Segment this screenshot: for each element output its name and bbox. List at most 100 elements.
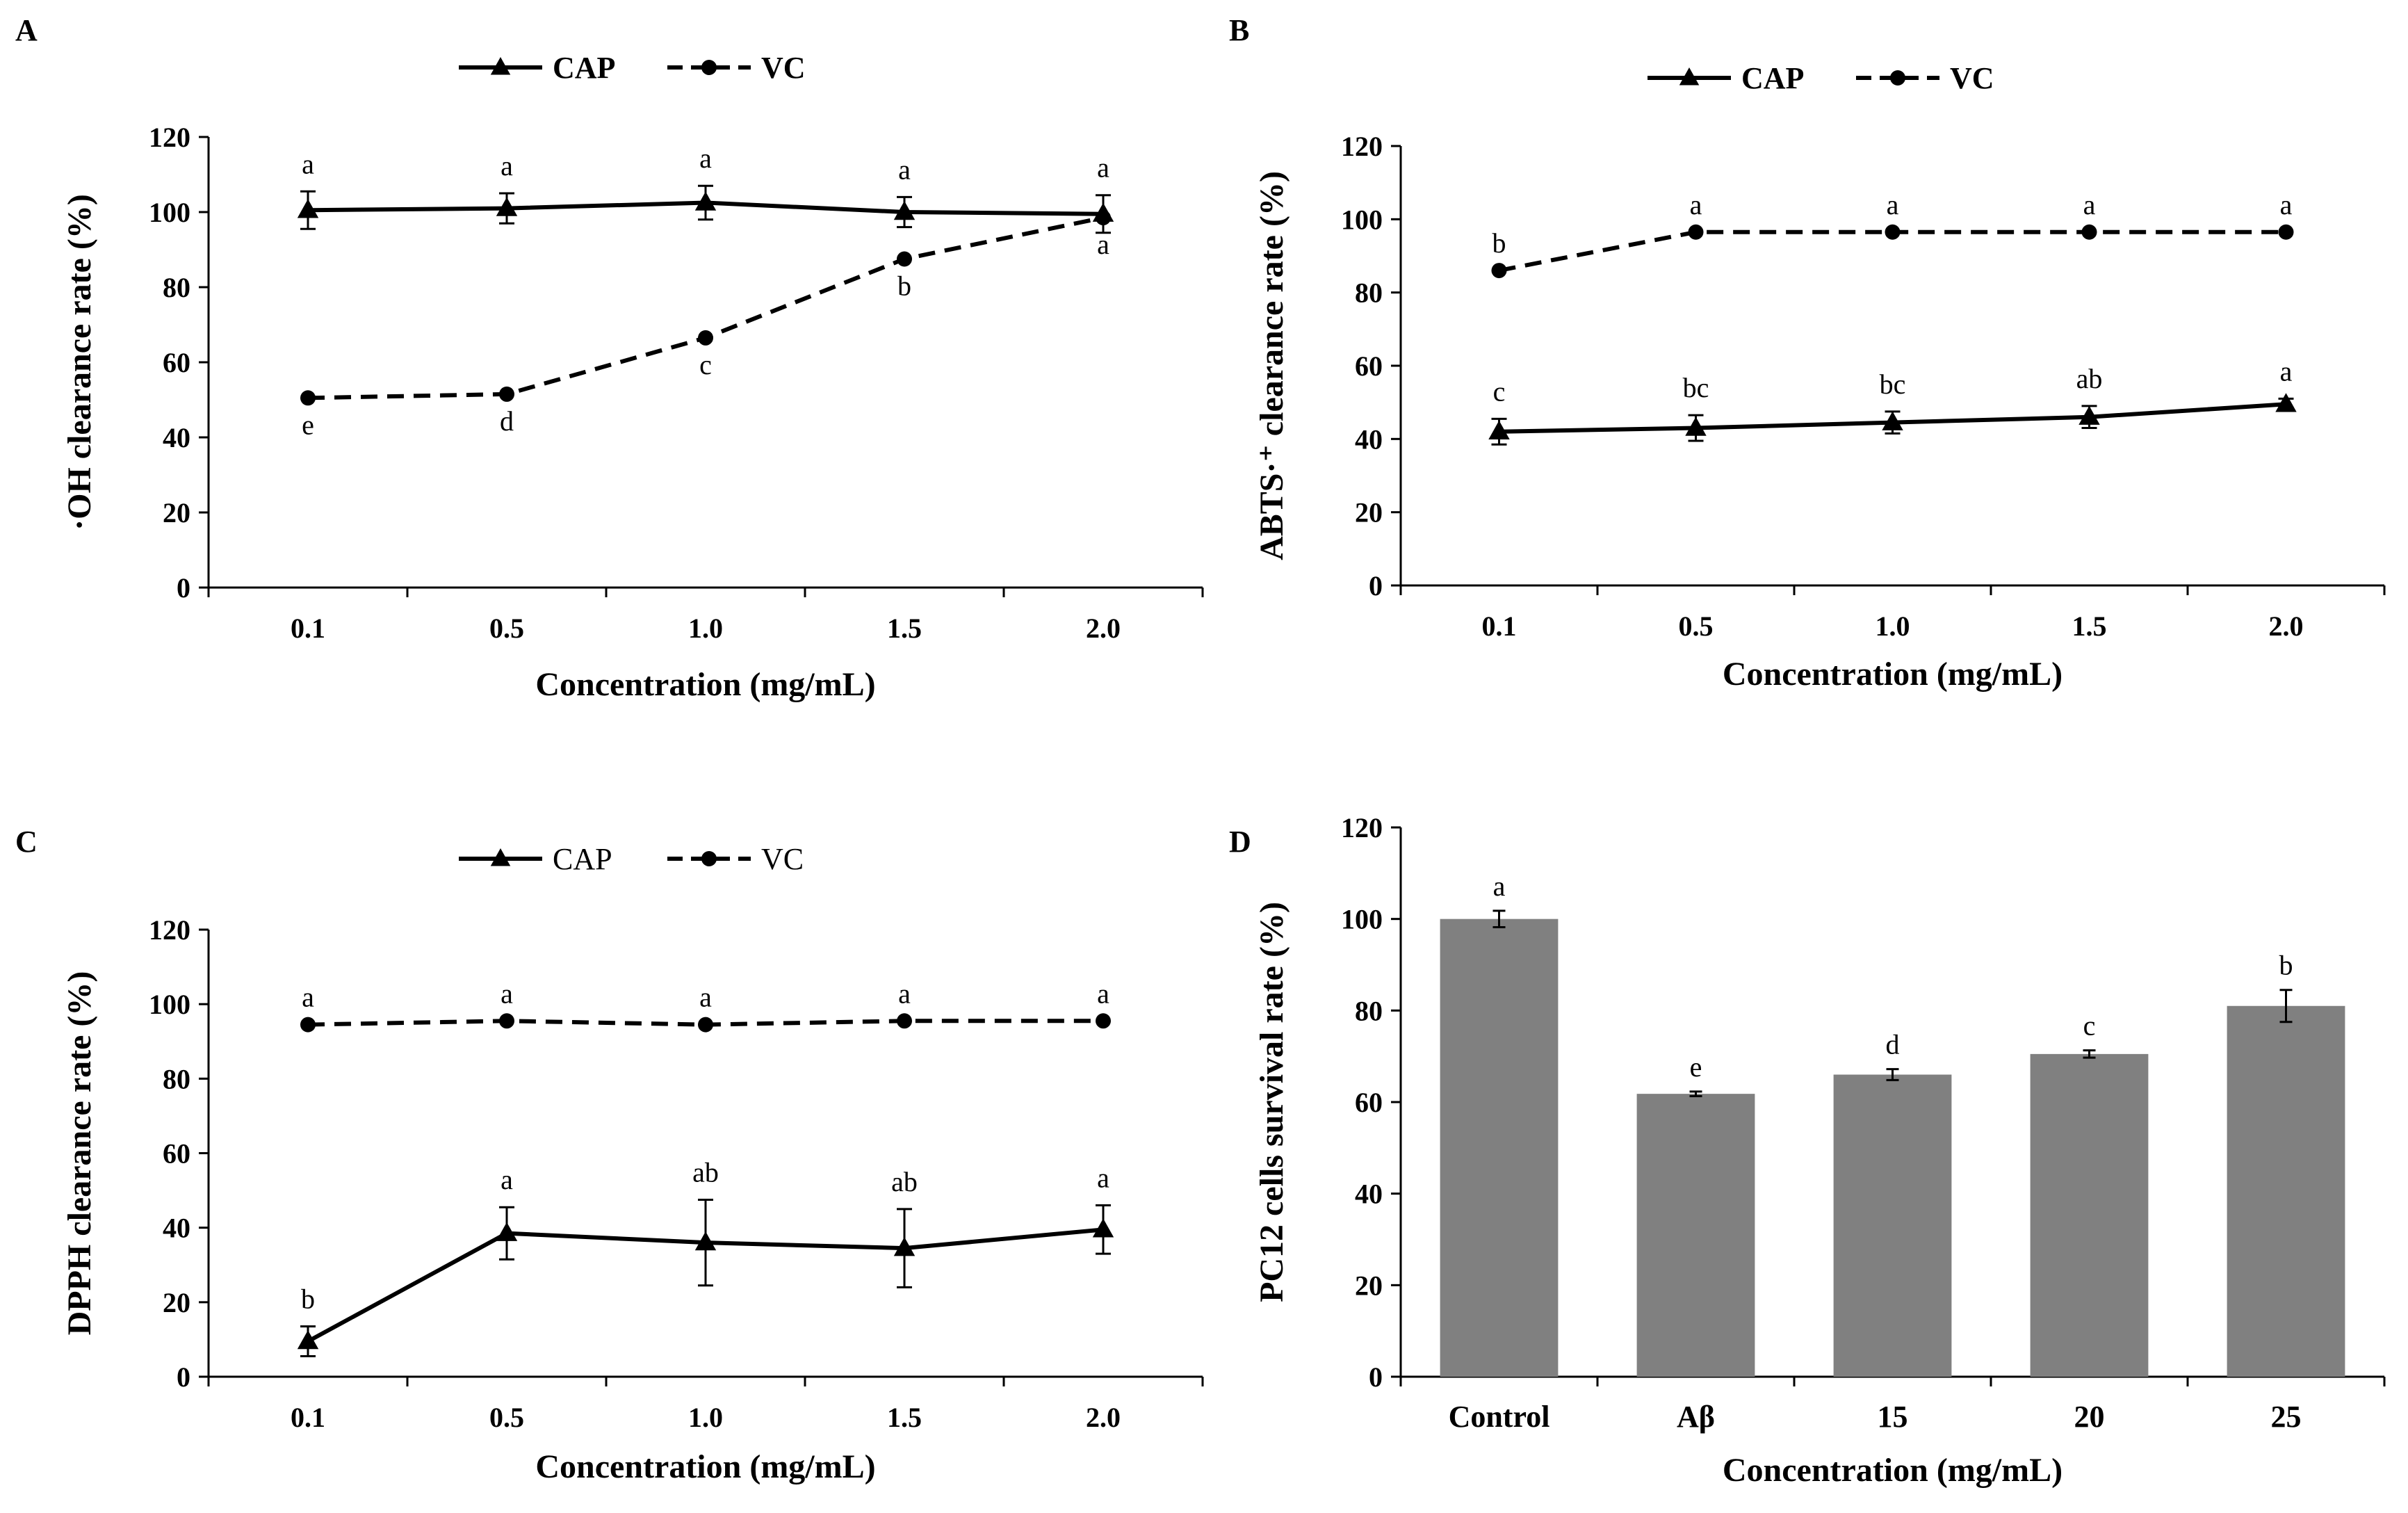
data-point-triangle <box>893 1237 916 1256</box>
data-point-circle <box>499 1013 514 1029</box>
y-tick-label: 80 <box>163 1063 190 1094</box>
x-tick-label: 0.1 <box>1482 610 1517 642</box>
y-tick-label: 0 <box>1369 1361 1383 1393</box>
legend-marker-triangle <box>490 848 511 866</box>
data-point-circle <box>897 1013 912 1029</box>
significance-letter: a <box>501 978 513 1009</box>
y-tick-label: 40 <box>1355 1179 1383 1210</box>
significance-letter: b <box>1492 227 1506 259</box>
significance-letter: a <box>1097 229 1109 260</box>
legend-marker-triangle <box>490 57 511 75</box>
significance-letter: a <box>1493 871 1506 902</box>
x-tick-label: 20 <box>2074 1400 2105 1434</box>
panel-letter-a: A <box>15 13 38 47</box>
data-point-triangle <box>496 1222 518 1241</box>
significance-letter: d <box>500 405 514 437</box>
x-tick-label: 1.0 <box>1876 610 1910 642</box>
legend-marker-circle <box>701 60 717 75</box>
y-tick-label: 20 <box>163 497 190 528</box>
y-tick-label: 0 <box>177 572 190 604</box>
significance-letter: a <box>898 154 911 185</box>
data-point-circle <box>300 1017 316 1033</box>
x-axis-title: Concentration (mg/mL) <box>1723 1452 2063 1489</box>
data-point-circle <box>1096 1013 1111 1029</box>
significance-letter: a <box>1097 978 1109 1009</box>
y-tick-label: 0 <box>177 1361 190 1393</box>
data-point-triangle <box>2078 405 2100 425</box>
significance-letter: c <box>1493 375 1506 407</box>
x-tick-label: 1.5 <box>887 1402 922 1433</box>
data-point-triangle <box>694 1231 717 1251</box>
data-point-triangle <box>893 201 916 220</box>
data-point-circle <box>300 390 316 406</box>
bar <box>1833 1074 1952 1377</box>
legend: CAP VC <box>1648 61 1994 95</box>
data-point-circle <box>1491 263 1507 279</box>
significance-letter: c <box>699 349 712 380</box>
panel-letter-b: B <box>1229 13 1250 47</box>
x-tick-label: 0.5 <box>489 613 524 644</box>
data-point-circle <box>2081 224 2097 240</box>
x-axis-title: Concentration (mg/mL) <box>1723 656 2063 693</box>
data-point-triangle <box>1685 416 1707 436</box>
significance-letter: c <box>2083 1010 2096 1042</box>
significance-letter: a <box>302 148 314 179</box>
data-point-circle <box>698 330 713 346</box>
x-tick-label: 0.5 <box>1679 610 1714 642</box>
legend-marker-triangle <box>1679 67 1700 86</box>
data-point-circle <box>698 1017 713 1033</box>
x-tick-label: Control <box>1449 1400 1550 1434</box>
y-tick-label: 120 <box>1341 812 1383 843</box>
x-tick-label: Aβ <box>1677 1400 1715 1434</box>
y-tick-label: 20 <box>1355 497 1383 528</box>
bar <box>2030 1053 2149 1377</box>
y-axis-title: DPPH clearance rate (%) <box>61 971 98 1336</box>
legend-label-cap: CAP <box>553 51 615 85</box>
data-point-circle <box>897 251 912 267</box>
significance-letter: ab <box>891 1166 918 1197</box>
y-tick-label: 60 <box>1355 1087 1383 1118</box>
x-tick-label: 1.5 <box>887 613 922 644</box>
significance-letter: a <box>2083 189 2096 220</box>
panel-b: 0 20 40 60 80 100 120 0.1 0.5 1.0 1.5 2.0 Concentrat… <box>1253 61 2386 693</box>
y-tick-label: 40 <box>163 1213 190 1244</box>
significance-letter: b <box>2279 950 2293 981</box>
y-tick-label: 120 <box>149 914 190 946</box>
panel-letter-d: D <box>1229 825 1251 859</box>
panel-letter-c: C <box>15 825 38 859</box>
significance-letter: b <box>301 1284 315 1315</box>
x-tick-label: 1.5 <box>2072 610 2107 642</box>
y-tick-label: 100 <box>149 197 190 228</box>
significance-letter: a <box>1097 1163 1109 1194</box>
y-tick-label: 0 <box>1369 570 1383 601</box>
significance-letter: a <box>1097 152 1109 184</box>
y-tick-label: 40 <box>163 422 190 453</box>
x-tick-label: 25 <box>2271 1400 2302 1434</box>
x-tick-label: 1.0 <box>688 613 723 644</box>
x-tick-label: 2.0 <box>1086 613 1121 644</box>
data-point-triangle <box>1882 411 1903 430</box>
significance-letter: a <box>2280 355 2293 387</box>
legend-label-vc: VC <box>761 51 806 85</box>
significance-letter: e <box>302 409 314 440</box>
legend-marker-circle <box>1890 70 1905 86</box>
x-axis-title: Concentration (mg/mL) <box>535 666 875 703</box>
y-axis-title: ·OH clearance rate (%) <box>61 194 98 531</box>
panel-c: 0 20 40 60 80 100 120 0.1 0.5 1.0 1.5 2.0 Concentrat… <box>61 842 1204 1485</box>
significance-letter: ab <box>692 1156 719 1188</box>
x-axis-title: Concentration (mg/mL) <box>535 1448 875 1485</box>
x-tick-label: 2.0 <box>2269 610 2304 642</box>
y-tick-label: 100 <box>1341 904 1383 935</box>
significance-letter: a <box>1887 189 1899 220</box>
y-tick-label: 120 <box>1341 131 1383 162</box>
y-tick-label: 100 <box>1341 204 1383 235</box>
y-tick-label: 20 <box>1355 1270 1383 1301</box>
y-tick-label: 60 <box>1355 350 1383 382</box>
panel-a: 0 20 40 60 80 100 120 0.1 0.5 1.0 1.5 2.0 Concentrat… <box>61 51 1204 703</box>
y-axis-title: ABTS·⁺ clearance rate (%) <box>1253 171 1290 560</box>
x-tick-label: 1.0 <box>688 1402 723 1433</box>
bar <box>1636 1094 1755 1377</box>
bar <box>2227 1005 2345 1377</box>
y-tick-label: 60 <box>163 1138 190 1170</box>
x-tick-label: 2.0 <box>1086 1402 1121 1433</box>
